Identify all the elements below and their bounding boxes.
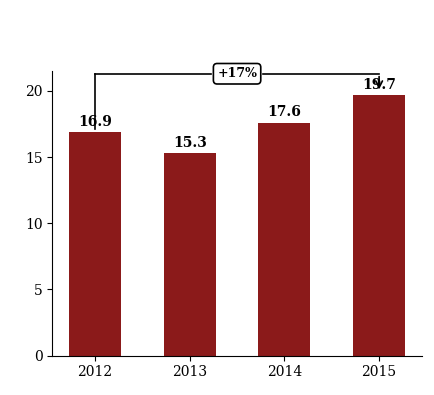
Text: +17%: +17% bbox=[217, 67, 256, 80]
Text: 17.6: 17.6 bbox=[267, 105, 301, 119]
Text: 19.7: 19.7 bbox=[362, 77, 395, 92]
Bar bbox=[69, 132, 121, 356]
Text: 16.9: 16.9 bbox=[78, 115, 112, 129]
Bar bbox=[163, 153, 215, 356]
Bar bbox=[258, 123, 310, 356]
Text: 15.3: 15.3 bbox=[172, 136, 206, 150]
Bar bbox=[352, 95, 404, 356]
